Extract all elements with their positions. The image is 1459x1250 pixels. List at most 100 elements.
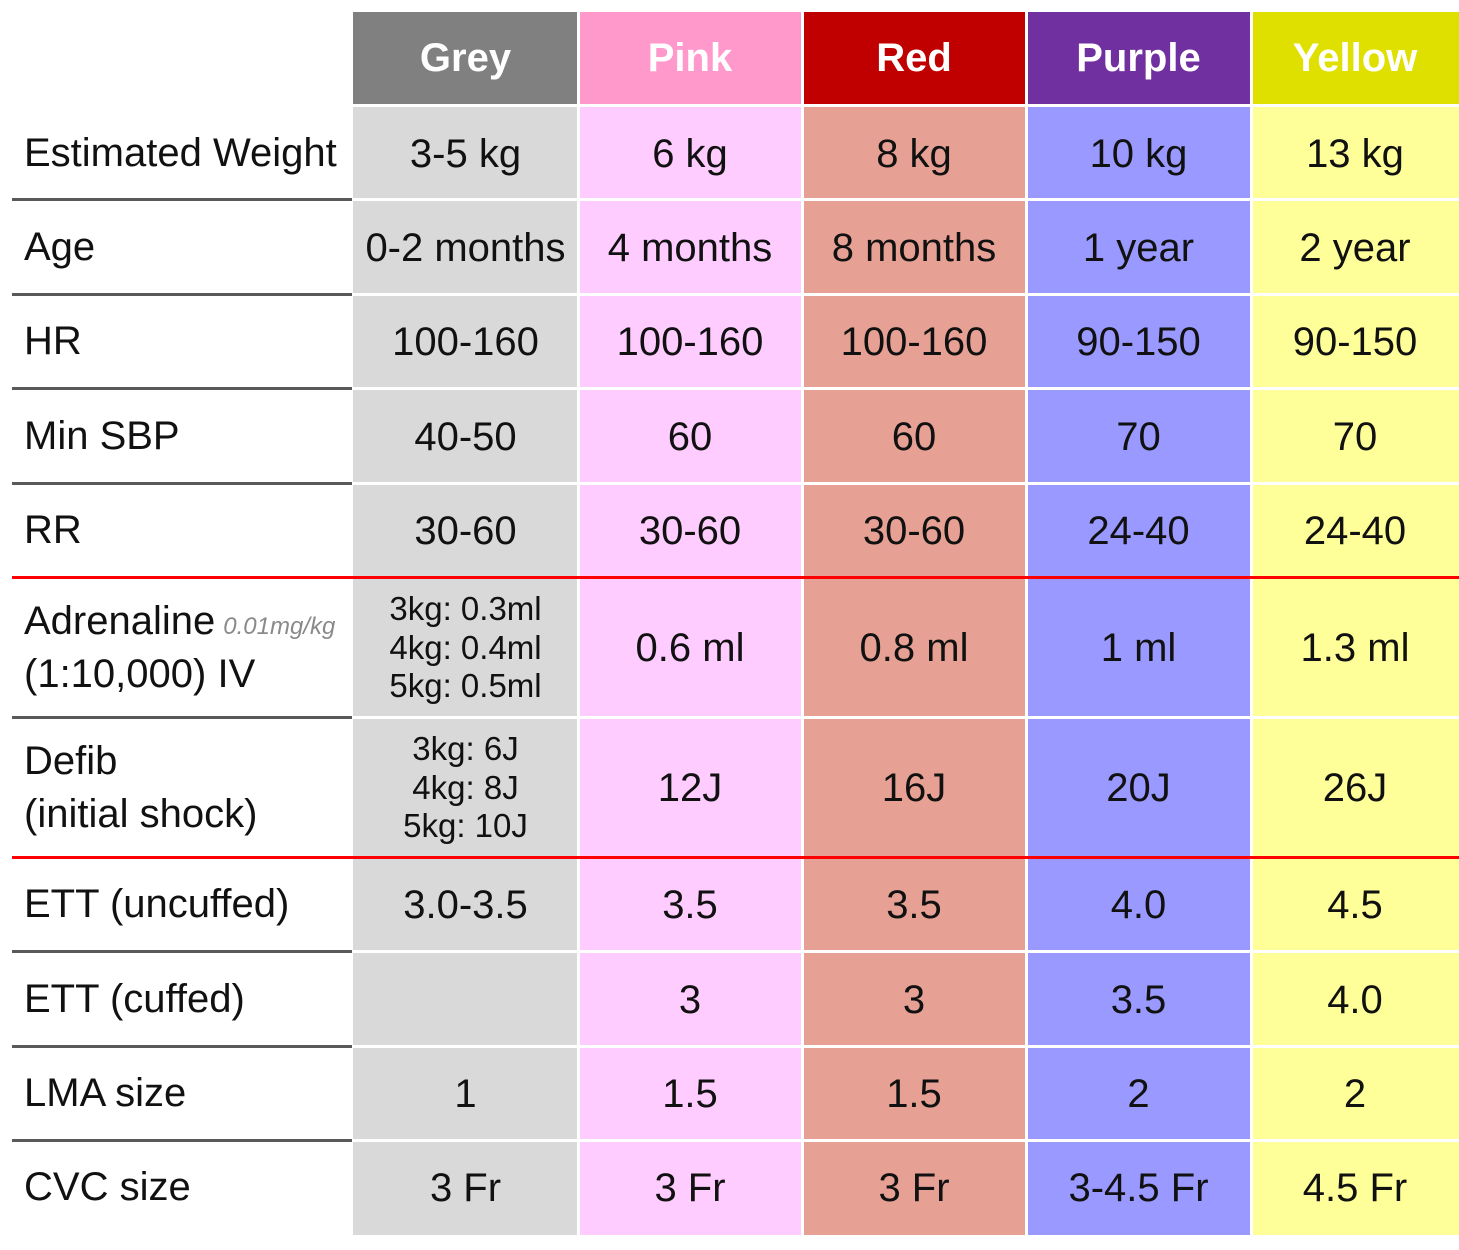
cell-value: 4 months	[607, 225, 773, 270]
cell-ett-cuffed-red: 3	[802, 952, 1026, 1047]
cell-value: 1 year	[1082, 225, 1195, 270]
row-label-text: (1:10,000) IV	[24, 652, 256, 696]
row-label-divider	[12, 950, 352, 953]
row-label-text: ETT (uncuffed)	[24, 882, 290, 927]
row-divider	[353, 387, 1459, 390]
cell-value: 70	[1116, 414, 1161, 459]
row-label-text: Min SBP	[24, 413, 180, 458]
cell-value: 3-5 kg	[409, 131, 522, 176]
cell-adrenaline-1-10-000-iv-purple: 1 ml	[1026, 578, 1251, 718]
row-label-line: Age	[24, 221, 352, 274]
cell-lma-size-pink: 1.5	[578, 1047, 802, 1141]
cell-min-sbp-purple: 70	[1026, 389, 1251, 484]
cell-value: 40-50	[414, 414, 517, 459]
header-yellow: Yellow	[1251, 12, 1459, 104]
row-divider	[353, 198, 1459, 201]
row-label-line: RR	[24, 504, 352, 557]
cell-rr-red: 30-60	[802, 484, 1026, 578]
cell-adrenaline-1-10-000-iv-pink: 0.6 ml	[578, 578, 802, 718]
row-label-text: Adrenaline	[24, 598, 216, 643]
cell-ett-cuffed-yellow: 4.0	[1251, 952, 1459, 1047]
cell-value: 0-2 months	[365, 225, 566, 270]
row-label-line: Adrenaline 0.01mg/kg	[24, 595, 352, 648]
cell-estimated-weight-yellow: 13 kg	[1251, 107, 1459, 200]
cell-min-sbp-yellow: 70	[1251, 389, 1459, 484]
cell-value: 16J	[881, 766, 947, 810]
section-divider	[12, 576, 1459, 579]
cell-value: 2 year	[1299, 225, 1411, 270]
cell-ett-cuffed-purple: 3.5	[1026, 952, 1251, 1047]
cell-ett-cuffed-pink: 3	[578, 952, 802, 1047]
cell-value: 100-160	[616, 320, 764, 364]
row-label-cvc-size: CVC size	[24, 1141, 352, 1235]
cell-value: 4kg: 0.4ml	[389, 628, 542, 666]
row-label-lma-size: LMA size	[24, 1047, 352, 1141]
column-separator	[1025, 12, 1028, 1235]
cell-value: 10 kg	[1089, 131, 1188, 176]
cell-value: 3	[678, 977, 702, 1022]
cell-hr-purple: 90-150	[1026, 295, 1251, 389]
cell-value: 3	[902, 977, 926, 1022]
cell-value: 0.8 ml	[859, 626, 969, 670]
row-label-adrenaline-1-10-000-iv: Adrenaline 0.01mg/kg (1:10,000) IV	[24, 578, 352, 718]
cell-age-purple: 1 year	[1026, 200, 1251, 295]
row-label-defib-initial-shock: Defib (initial shock)	[24, 718, 352, 858]
cell-ett-uncuffed-purple: 4.0	[1026, 858, 1251, 952]
header-divider	[353, 104, 1459, 107]
row-divider	[353, 1139, 1459, 1142]
row-divider	[353, 716, 1459, 719]
row-label-divider	[12, 1045, 352, 1048]
row-label-text: Defib	[24, 738, 118, 783]
row-label-estimated-weight: Estimated Weight	[24, 107, 352, 200]
cell-value: 26J	[1322, 766, 1388, 810]
cell-cvc-size-grey: 3 Fr	[353, 1141, 578, 1235]
cell-value: 30-60	[414, 509, 517, 553]
cell-hr-grey: 100-160	[353, 295, 578, 389]
cell-cvc-size-pink: 3 Fr	[578, 1141, 802, 1235]
cell-age-yellow: 2 year	[1251, 200, 1459, 295]
cell-ett-uncuffed-red: 3.5	[802, 858, 1026, 952]
cell-value: 3 Fr	[654, 1166, 726, 1210]
row-label-divider	[12, 198, 352, 201]
cell-cvc-size-purple: 3-4.5 Fr	[1026, 1141, 1251, 1235]
row-label-age: Age	[24, 200, 352, 295]
cell-value: 70	[1332, 414, 1378, 459]
cell-value: 90-150	[1076, 320, 1201, 364]
row-label-divider	[12, 1139, 352, 1142]
cell-value: 3.5	[1110, 977, 1167, 1022]
cell-value: 20J	[1106, 766, 1171, 810]
cell-value: 90-150	[1292, 320, 1418, 364]
row-label-line: (1:10,000) IV	[24, 648, 352, 701]
cell-adrenaline-1-10-000-iv-yellow: 1.3 ml	[1251, 578, 1459, 718]
header-grey: Grey	[353, 12, 578, 104]
row-label-line: Estimated Weight	[24, 127, 352, 180]
column-separator	[577, 12, 580, 1235]
cell-hr-red: 100-160	[802, 295, 1026, 389]
cell-value: 24-40	[1303, 509, 1407, 553]
row-label-divider	[12, 293, 352, 296]
section-divider	[12, 856, 1459, 859]
row-label-ett-cuffed: ETT (cuffed)	[24, 952, 352, 1047]
cell-min-sbp-pink: 60	[578, 389, 802, 484]
row-divider	[353, 293, 1459, 296]
row-label-text: Estimated Weight	[24, 130, 337, 175]
cell-ett-uncuffed-yellow: 4.5	[1251, 858, 1459, 952]
row-label-text: Age	[24, 224, 96, 269]
cell-value: 6 kg	[652, 131, 728, 176]
cell-min-sbp-grey: 40-50	[353, 389, 578, 484]
row-label-text: LMA size	[24, 1071, 187, 1116]
cell-hr-pink: 100-160	[578, 295, 802, 389]
cell-value: 4.0	[1327, 977, 1383, 1022]
cell-rr-purple: 24-40	[1026, 484, 1251, 578]
cell-min-sbp-red: 60	[802, 389, 1026, 484]
row-label-ett-uncuffed: ETT (uncuffed)	[24, 858, 352, 952]
cell-value: 1 ml	[1100, 626, 1177, 670]
row-label-line: Defib	[24, 735, 352, 788]
cell-cvc-size-red: 3 Fr	[802, 1141, 1026, 1235]
cell-value: 4.5	[1327, 883, 1383, 927]
cell-estimated-weight-purple: 10 kg	[1026, 107, 1251, 200]
cell-estimated-weight-pink: 6 kg	[578, 107, 802, 200]
cell-value: 4.5 Fr	[1302, 1166, 1408, 1210]
row-label-text: CVC size	[24, 1165, 191, 1210]
